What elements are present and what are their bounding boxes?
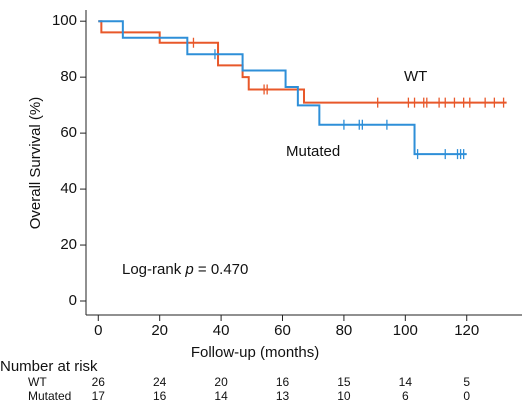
- risk-count: 24: [153, 375, 167, 389]
- x-tick-label: 40: [213, 322, 230, 339]
- risk-count: 16: [276, 375, 290, 389]
- x-tick-label: 60: [274, 322, 291, 339]
- annotation-variable: p: [184, 261, 193, 278]
- x-tick-label: 20: [151, 322, 168, 339]
- x-tick-label: 0: [94, 322, 102, 339]
- risk-count: 6: [402, 389, 409, 403]
- risk-count: 26: [92, 375, 106, 389]
- survival-curve: [98, 20, 467, 156]
- risk-count: 13: [276, 389, 290, 403]
- risk-count: 15: [337, 375, 351, 389]
- risk-row-label: WT: [28, 375, 47, 389]
- risk-count: 5: [463, 375, 470, 389]
- risk-count: 16: [153, 389, 167, 403]
- x-tick-label: 100: [393, 322, 418, 339]
- risk-row-label: Mutated: [28, 389, 71, 403]
- y-tick-label: 20: [60, 236, 77, 253]
- annotation-value: = 0.470: [198, 261, 248, 278]
- y-tick-label: 80: [60, 68, 77, 85]
- risk-count: 0: [463, 389, 470, 403]
- series-label: Mutated: [286, 143, 340, 160]
- survival-curve: [98, 20, 507, 104]
- risk-count: 14: [214, 389, 228, 403]
- annotation: Log-rank p = 0.470: [122, 261, 248, 278]
- annotation-prefix: Log-rank: [122, 261, 182, 278]
- y-tick-label: 40: [60, 180, 77, 197]
- risk-count: 17: [92, 389, 106, 403]
- y-tick-label: 60: [60, 124, 77, 141]
- y-tick-label: 0: [69, 292, 77, 309]
- risk-table-title: Number at risk: [0, 358, 98, 375]
- x-tick-label: 120: [454, 322, 479, 339]
- y-axis-label: Overall Survival (%): [27, 97, 44, 230]
- risk-count: 10: [337, 389, 351, 403]
- series-label: WT: [404, 68, 427, 85]
- risk-count: 20: [214, 375, 228, 389]
- x-tick-label: 80: [336, 322, 353, 339]
- x-axis-label: Follow-up (months): [191, 344, 319, 361]
- y-tick-label: 100: [52, 12, 77, 29]
- risk-count: 14: [399, 375, 413, 389]
